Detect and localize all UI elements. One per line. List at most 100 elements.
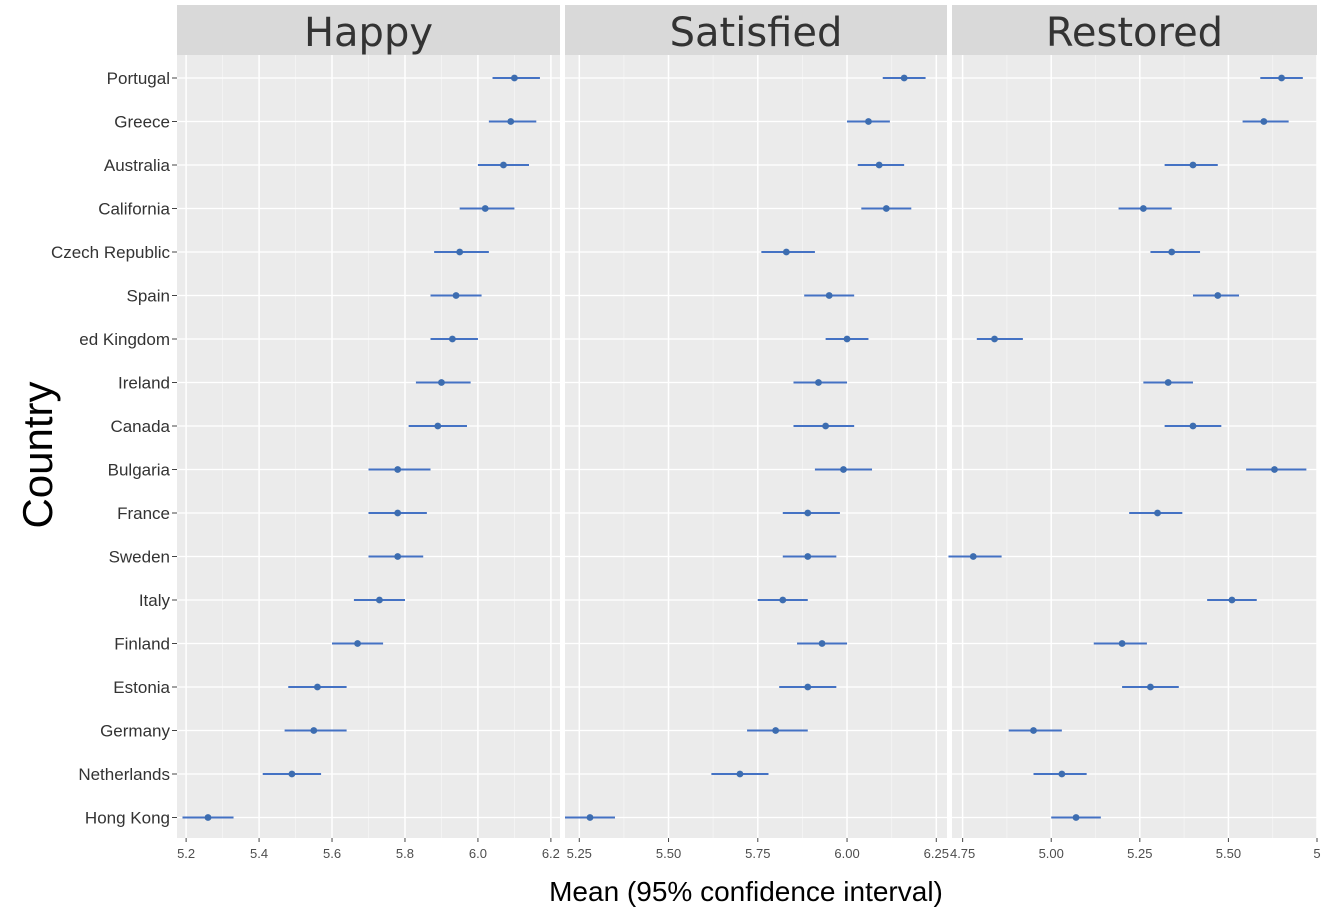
country-label-ed-kingdom: ed Kingdom — [79, 330, 170, 349]
mean-point-canada — [434, 422, 442, 430]
country-label-sweden: Sweden — [109, 548, 170, 567]
x-tick-label: 5.6 — [323, 846, 341, 861]
mean-point-estonia — [1147, 683, 1154, 691]
mean-point-sweden — [804, 553, 812, 560]
mean-point-czech-republic — [456, 248, 464, 256]
mean-point-bulgaria — [394, 466, 402, 473]
mean-point-italy — [1228, 596, 1236, 604]
facet-satisfied: Satisfied 5.25 5.50 5.75 6.00 6.25 — [565, 5, 949, 861]
mean-point-finland — [354, 640, 361, 647]
x-tick-label: 5.75 — [745, 846, 770, 861]
country-label-hong-kong: Hong Kong — [85, 809, 170, 828]
mean-point-germany — [772, 727, 780, 734]
country-label-australia: Australia — [104, 156, 171, 175]
x-tick-label: 5.4 — [250, 846, 268, 861]
mean-point-bulgaria — [1271, 466, 1278, 473]
y-axis-title: Country — [14, 381, 61, 528]
mean-point-estonia — [804, 683, 812, 691]
mean-point-australia — [500, 161, 507, 169]
mean-point-australia — [875, 161, 883, 169]
mean-point-ed-kingdom — [448, 335, 456, 343]
facet-strip — [177, 5, 560, 55]
mean-point-netherlands — [736, 770, 744, 778]
mean-point-sweden — [394, 553, 402, 560]
x-tick-label: 6.25 — [924, 846, 949, 861]
mean-point-greece — [865, 118, 872, 125]
x-tick-label: 5.25 — [567, 846, 592, 861]
mean-point-spain — [1214, 292, 1222, 299]
mean-point-czech-republic — [1168, 248, 1176, 256]
facet-title: Restored — [1046, 10, 1223, 56]
country-label-italy: Italy — [139, 591, 171, 610]
x-tick-label: 4.75 — [950, 846, 975, 861]
country-label-ireland: Ireland — [118, 374, 170, 393]
mean-point-greece — [507, 118, 515, 125]
x-axis-title: Mean (95% confidence interval) — [549, 876, 943, 907]
x-tick-label: 6.2 — [542, 846, 560, 861]
mean-point-spain — [825, 292, 833, 299]
mean-point-finland — [818, 640, 826, 647]
mean-point-california — [882, 205, 890, 212]
x-tick-label: 5.50 — [656, 846, 681, 861]
facet-title: Happy — [304, 10, 433, 56]
country-label-portugal: Portugal — [107, 69, 170, 88]
mean-point-czech-republic — [782, 248, 790, 256]
country-label-germany: Germany — [100, 722, 170, 741]
facet-strip — [565, 5, 947, 55]
x-tick-label: 5.50 — [1216, 846, 1241, 861]
mean-point-canada — [1189, 422, 1197, 430]
x-tick-label: 6.0 — [469, 846, 487, 861]
mean-point-france — [804, 509, 812, 517]
panel-background — [565, 55, 947, 838]
mean-point-ed-kingdom — [991, 335, 998, 343]
x-tick-label: 5 — [1313, 846, 1320, 861]
facet-panels: Happy 5.2 5.4 5.6 5.8 6.0 6.2 Satisfied 5.25 5.50… — [177, 5, 1321, 861]
mean-point-france — [1154, 509, 1161, 517]
facet-title: Satisfied — [670, 10, 843, 56]
mean-point-portugal — [900, 74, 908, 82]
country-label-finland: Finland — [114, 635, 170, 654]
mean-point-hong-kong — [1072, 814, 1080, 821]
country-label-canada: Canada — [110, 417, 170, 436]
mean-point-hong-kong — [586, 814, 594, 821]
mean-point-greece — [1260, 118, 1268, 125]
mean-point-bulgaria — [840, 466, 847, 473]
country-label-france: France — [117, 504, 170, 523]
mean-point-canada — [822, 422, 830, 430]
country-label-greece: Greece — [114, 113, 170, 132]
mean-point-ireland — [438, 379, 445, 386]
facet-happy: Happy 5.2 5.4 5.6 5.8 6.0 6.2 — [177, 5, 560, 861]
mean-point-portugal — [511, 74, 518, 82]
country-labels: Portugal Greece Australia California Czech R… — [51, 69, 177, 828]
x-tick-label: 5.25 — [1127, 846, 1152, 861]
country-label-spain: Spain — [127, 287, 170, 306]
mean-point-estonia — [314, 683, 321, 691]
country-label-czech-republic: Czech Republic — [51, 243, 171, 262]
mean-point-italy — [779, 596, 787, 604]
country-label-bulgaria: Bulgaria — [108, 461, 171, 480]
mean-point-italy — [376, 596, 383, 604]
mean-point-finland — [1118, 640, 1126, 647]
mean-point-sweden — [969, 553, 977, 560]
mean-point-france — [394, 509, 402, 517]
x-tick-label: 5.00 — [1039, 846, 1064, 861]
facet-strip — [952, 5, 1317, 55]
mean-point-california — [1139, 205, 1147, 212]
country-label-estonia: Estonia — [113, 678, 170, 697]
country-label-netherlands: Netherlands — [78, 765, 170, 784]
panel-background — [952, 55, 1317, 838]
mean-point-ireland — [1164, 379, 1172, 386]
mean-point-netherlands — [288, 770, 296, 778]
mean-point-spain — [452, 292, 460, 299]
mean-point-ed-kingdom — [843, 335, 851, 343]
x-tick-label: 5.2 — [177, 846, 195, 861]
mean-point-portugal — [1278, 74, 1285, 82]
mean-point-germany — [310, 727, 318, 734]
mean-point-california — [481, 205, 489, 212]
mean-point-netherlands — [1058, 770, 1066, 778]
mean-point-hong-kong — [204, 814, 212, 821]
mean-point-germany — [1030, 727, 1037, 734]
x-tick-label: 5.8 — [396, 846, 414, 861]
country-label-california: California — [98, 200, 170, 219]
